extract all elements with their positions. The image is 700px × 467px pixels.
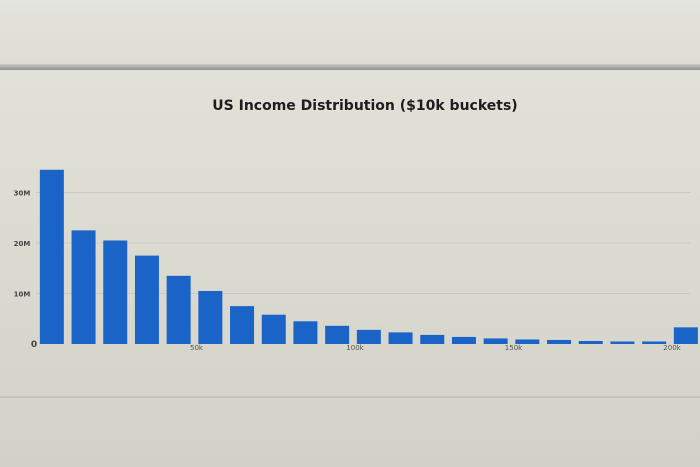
- bar: [451, 336, 476, 344]
- y-tick-label: 10M: [14, 291, 31, 299]
- bar: [420, 334, 445, 344]
- x-tick-label: 150k: [505, 344, 523, 352]
- tick-labels: 0 10M 20M 30M 50k 100k 150k 200k: [14, 190, 682, 353]
- background-top: [0, 0, 700, 72]
- divider: [0, 396, 700, 398]
- bar: [103, 240, 128, 344]
- bar: [198, 290, 223, 344]
- grid-lines: [36, 192, 690, 294]
- bar: [356, 329, 381, 344]
- divider: [0, 64, 700, 70]
- y-tick-label: 30M: [14, 190, 31, 198]
- bars: [39, 169, 698, 344]
- y-tick-label: 0: [31, 340, 37, 350]
- bar: [610, 341, 635, 344]
- bar: [71, 230, 96, 344]
- bar: [642, 341, 667, 344]
- bar: [578, 340, 603, 344]
- bar: [673, 327, 698, 344]
- bar: [230, 306, 255, 344]
- y-tick-label: 20M: [14, 240, 31, 248]
- bar: [483, 338, 508, 344]
- x-tick-label: 200k: [663, 344, 681, 352]
- bar: [515, 339, 540, 344]
- x-tick-label: 100k: [346, 344, 364, 352]
- bar: [388, 332, 413, 344]
- bar: [39, 169, 64, 344]
- bar: [547, 339, 572, 344]
- chart-title: US Income Distribution ($10k buckets): [212, 98, 518, 114]
- bar: [134, 255, 159, 344]
- bar: [325, 325, 350, 344]
- x-tick-label: 50k: [190, 344, 204, 352]
- bar: [261, 314, 286, 344]
- bar: [293, 321, 318, 344]
- bar: [166, 275, 191, 344]
